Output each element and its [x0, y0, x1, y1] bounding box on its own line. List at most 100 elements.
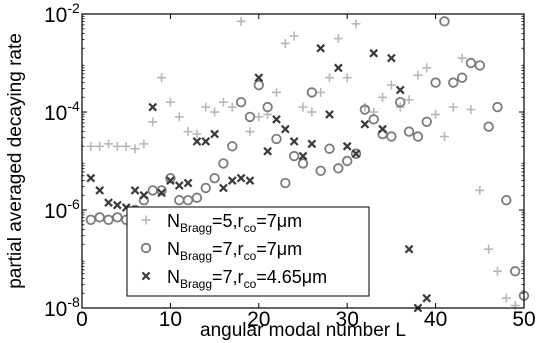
- legend-marker-2: [140, 242, 152, 254]
- series-1-point: [475, 185, 485, 195]
- series-1-point: [112, 141, 122, 151]
- series-2-point: [218, 158, 229, 169]
- series-1-point: [307, 107, 317, 117]
- series-2-point: [280, 177, 291, 189]
- x-tick-labels: 0 10 20 30 40 50: [76, 308, 536, 331]
- series-2-point: [403, 126, 415, 137]
- series-2-point: [297, 158, 309, 169]
- series-3-point: [148, 102, 158, 112]
- legend-marker-3: [141, 271, 151, 281]
- series-2-point: [288, 150, 300, 162]
- x-tick-label: 30: [336, 308, 359, 331]
- series-3-point: [166, 176, 175, 185]
- series-1-point: [165, 97, 175, 107]
- series-3-point: [227, 176, 237, 185]
- series-3-point: [404, 244, 414, 254]
- series-2-point: [244, 111, 256, 123]
- y-tick-labels: 10-8 10-6 10-4 10-2: [44, 0, 80, 321]
- series-2-point: [85, 214, 97, 226]
- series-3-point: [325, 110, 334, 119]
- series-1-point: [439, 132, 449, 141]
- series-3-point: [157, 188, 166, 198]
- axis-ticks: [81, 13, 525, 309]
- series-3-point: [316, 43, 326, 53]
- series-2-point: [430, 77, 441, 88]
- legend-label-2: NBragg=7,rco=7μm: [167, 239, 302, 263]
- series-2-point: [165, 172, 176, 184]
- series-3-point: [210, 129, 219, 139]
- series-2-point: [368, 114, 379, 125]
- chart-marks: [85, 16, 530, 313]
- series-3-point: [112, 200, 122, 210]
- series-1-point: [271, 87, 281, 97]
- series-1-point: [342, 73, 352, 83]
- series-1-point: [157, 73, 167, 83]
- series-1-point: [95, 141, 105, 151]
- series-3-point: [219, 183, 228, 193]
- series-3-point: [369, 48, 379, 58]
- series-3-point: [360, 119, 370, 129]
- series-2-point: [94, 212, 105, 223]
- series-2-point: [395, 96, 406, 108]
- series-1-point: [121, 141, 131, 151]
- y-tick-label: 10-8: [44, 294, 80, 321]
- series-1-point: [183, 127, 193, 137]
- series-3-point: [263, 146, 273, 156]
- series-1-point: [210, 107, 220, 117]
- series-2-point: [359, 104, 371, 115]
- series-1-point: [333, 34, 343, 43]
- series-3-point: [307, 139, 317, 149]
- series-2-point: [306, 87, 318, 98]
- series-1-point: [431, 109, 441, 119]
- series-3-point: [289, 137, 299, 146]
- series-2-point: [227, 141, 238, 152]
- series-1-point: [86, 141, 96, 151]
- series-1-point: [148, 117, 158, 127]
- series-3-point: [104, 198, 113, 208]
- legend: NBragg=5,rco=7μm NBragg=7,rco=7μm NBragg=7…: [126, 206, 370, 297]
- series-3-point: [395, 85, 405, 95]
- series-3-point: [139, 190, 149, 200]
- series-3-point: [201, 137, 211, 146]
- series-3-point: [236, 173, 246, 183]
- series-3-point: [422, 293, 432, 303]
- series-1-point: [245, 127, 255, 137]
- series-3-point: [245, 176, 255, 185]
- x-tick-label: 20: [247, 308, 270, 331]
- series-1-point: [316, 87, 326, 97]
- series-2-point: [200, 182, 211, 194]
- series-2-point: [350, 148, 362, 159]
- series-3-point: [351, 149, 361, 159]
- series-2-point: [156, 185, 167, 196]
- series-1-point: [413, 70, 423, 80]
- series-2-point: [174, 194, 185, 206]
- series-1-point: [492, 266, 502, 276]
- series-1-point: [448, 102, 458, 112]
- series-1-point: [351, 19, 361, 29]
- series-3-point: [272, 114, 281, 124]
- legend-label-3: NBragg=7,rco=4.65μm: [167, 267, 327, 291]
- series-1-point: [227, 102, 237, 112]
- series-1-point: [218, 97, 228, 107]
- series-3-point: [333, 63, 343, 73]
- series-1-point: [325, 73, 335, 83]
- x-tick-label: 10: [159, 308, 182, 331]
- x-axis-label: angular modal number L: [200, 320, 406, 341]
- series-2-point: [191, 192, 203, 203]
- series-2-point: [439, 16, 450, 27]
- series-2-point: [386, 131, 397, 142]
- series-2-point: [315, 165, 326, 177]
- series-3-point: [280, 124, 290, 134]
- series-2-point: [448, 77, 459, 88]
- series-1-point: [104, 139, 114, 149]
- series-1-point: [298, 102, 308, 112]
- series-2-point: [412, 131, 424, 142]
- series-3-point: [342, 141, 352, 151]
- legend-box: [126, 206, 370, 297]
- series-3-point: [378, 124, 387, 134]
- series-2-point: [421, 116, 432, 128]
- series-3-point: [192, 137, 202, 146]
- series-1-point: [457, 53, 467, 63]
- legend-marker-1: [141, 215, 151, 225]
- series-1-point: [192, 129, 202, 139]
